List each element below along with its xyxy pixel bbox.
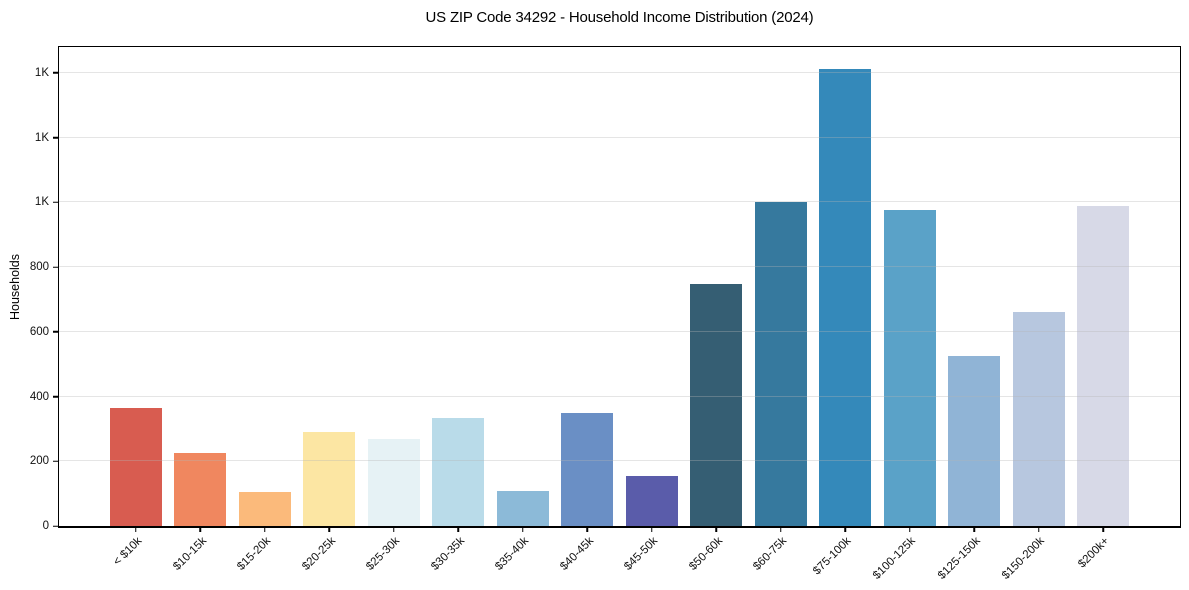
x-tick-mark: [779, 526, 782, 532]
x-tick-mark: [973, 526, 975, 532]
y-tick-label: 1K: [34, 131, 49, 144]
plot-area: 0 200 400 600 800 1K 1K 1K < $10k $10-15k $15-20k $…: [30, 46, 1181, 582]
y-tick-label: 0: [42, 520, 49, 532]
y-tick-label: 1K: [34, 196, 49, 209]
bar-100-125k: [883, 210, 936, 526]
x-tick-label: $60-75k: [751, 535, 790, 573]
x-tick-mark: [521, 526, 524, 532]
x-tick-mark: [457, 526, 459, 532]
bar-45-50k: [625, 475, 678, 526]
y-tick-mark: [53, 266, 59, 268]
bar-40-45k: [561, 412, 614, 526]
bar-50-60k: [690, 283, 743, 526]
y-tick-label: 200: [29, 455, 49, 468]
gridline-400: [59, 395, 1180, 397]
x-tick-label: $40-45k: [557, 535, 596, 573]
x-tick-mark: [715, 526, 717, 532]
y-tick-mark: [53, 72, 59, 74]
bar-150-200k: [1012, 312, 1065, 526]
y-tick-label: 600: [29, 325, 49, 338]
x-tick-label: $200k+: [1076, 535, 1112, 571]
gridline-1400: [59, 71, 1180, 73]
x-tick-mark: [908, 526, 911, 532]
gridline-1200: [59, 136, 1180, 138]
x-tick-label: $150-200k: [1000, 535, 1048, 582]
gridline-800: [59, 266, 1180, 268]
x-tick-label: $10-15k: [170, 535, 209, 573]
y-tick-mark: [53, 136, 59, 139]
bar-10k: [109, 407, 162, 526]
bar-75-100k: [819, 68, 872, 526]
y-axis-label: Households: [8, 253, 22, 321]
x-tick-label: $35-40k: [493, 535, 532, 573]
y-tick-mark: [53, 201, 59, 204]
x-tick-label: < $10k: [111, 535, 145, 569]
x-tick-mark: [844, 526, 846, 532]
y-tick-mark: [53, 460, 59, 463]
x-tick-label: $50-60k: [686, 535, 725, 573]
x-tick-label: $45-50k: [622, 535, 661, 573]
bar-35-40k: [496, 491, 549, 526]
x-tick-mark: [1102, 526, 1104, 532]
chart-title: US ZIP Code 34292 - Household Income Dis…: [425, 9, 814, 26]
x-tick-mark: [586, 526, 588, 532]
gridline-600: [59, 330, 1180, 332]
x-tick-mark: [328, 526, 330, 532]
y-tick-mark: [53, 395, 59, 398]
bar-15-20k: [238, 492, 291, 526]
x-tick-mark: [135, 526, 137, 532]
x-tick-mark: [263, 526, 266, 532]
bar-200k: [1077, 206, 1130, 526]
bar-25-30k: [367, 438, 420, 526]
bar-125-150k: [948, 356, 1001, 526]
bar-20-25k: [303, 431, 356, 526]
x-tick-label: $20-25k: [299, 535, 338, 573]
bar-10-15k: [174, 452, 227, 526]
x-tick-label: $25-30k: [364, 535, 403, 573]
x-tick-label: $75-100k: [811, 535, 854, 578]
x-tick-label: $125-150k: [935, 535, 983, 582]
x-tick-label: $100-125k: [871, 535, 919, 582]
bar-30-35k: [432, 417, 485, 526]
x-tick-mark: [1037, 526, 1040, 532]
y-tick-mark: [53, 525, 59, 527]
x-tick-label: $30-35k: [428, 535, 467, 573]
y-tick-label: 1K: [34, 66, 49, 79]
x-tick-label: $15-20k: [235, 535, 274, 573]
y-tick-label: 800: [29, 261, 49, 274]
x-tick-mark: [393, 526, 395, 532]
x-tick-mark: [199, 526, 201, 532]
gridline-200: [59, 460, 1180, 462]
bar-60-75k: [754, 202, 807, 526]
y-tick-mark: [53, 331, 59, 333]
x-tick-mark: [651, 526, 653, 532]
gridline-1000: [59, 201, 1180, 203]
y-tick-label: 400: [29, 390, 49, 403]
